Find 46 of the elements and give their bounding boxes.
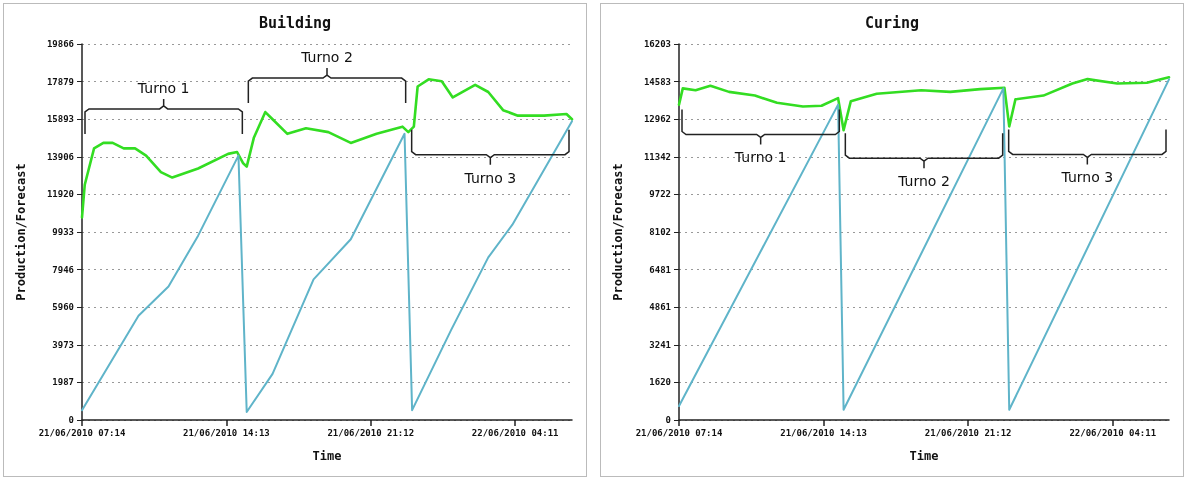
y-tick-label: 16203 [643, 39, 671, 49]
y-tick-label: 11920 [46, 189, 74, 200]
y-tick-label: 19866 [46, 39, 74, 49]
annotation: Turno 2 [300, 49, 353, 66]
y-tick-label: 7946 [52, 264, 74, 275]
y-tick-label: 6481 [649, 264, 671, 275]
x-tick-label: 21/06/2010 21:12 [327, 427, 415, 438]
annotation: Turno 3 [1060, 169, 1114, 186]
x-axis-title: Time [909, 449, 939, 463]
y-tick-label: 3241 [649, 339, 671, 350]
y-tick-label: 1620 [649, 377, 671, 388]
x-tick-label: 21/06/2010 07:14 [38, 427, 126, 438]
y-tick-label: 0 [68, 415, 74, 425]
y-tick-label: 3973 [52, 339, 74, 350]
y-tick-label: 9933 [52, 227, 74, 237]
x-tick-label: 22/06/2010 04:11 [1069, 427, 1157, 438]
annotation: Turno 1 [733, 149, 787, 166]
y-tick-label: 0 [665, 415, 671, 425]
chart-title: Curing [864, 13, 920, 32]
y-axis-title: Production/Forecast [14, 163, 28, 301]
x-tick-label: 21/06/2010 14:13 [183, 427, 270, 438]
y-tick-label: 12962 [643, 114, 671, 125]
annotation: Turno 3 [463, 169, 517, 186]
annotation: Turno 2 [897, 173, 950, 190]
y-axis-title: Production/Forecast [611, 163, 625, 301]
y-tick-label: 5960 [52, 302, 74, 313]
y-tick-label: 11342 [643, 151, 671, 162]
line-series [677, 75, 1171, 132]
y-tick-label: 17879 [46, 76, 74, 87]
x-tick-label: 22/06/2010 04:11 [471, 427, 559, 438]
annotation: Turno 1 [136, 79, 190, 96]
line-series [678, 78, 1170, 411]
y-tick-label: 13906 [46, 151, 74, 162]
line-series [81, 120, 573, 414]
x-axis-title: Time [312, 449, 342, 463]
y-tick-label: 1987 [52, 377, 74, 388]
y-tick-label: 8102 [649, 226, 671, 237]
y-tick-label: 9722 [649, 189, 671, 200]
x-tick-label: 21/06/2010 07:14 [635, 427, 723, 438]
y-tick-label: 15893 [46, 114, 74, 125]
y-tick-label: 14583 [643, 76, 671, 87]
chart-title: Building [258, 13, 332, 32]
x-tick-label: 21/06/2010 14:13 [780, 427, 867, 438]
line-series [80, 78, 574, 219]
y-tick-label: 4861 [649, 302, 671, 313]
x-tick-label: 21/06/2010 21:12 [924, 427, 1012, 438]
